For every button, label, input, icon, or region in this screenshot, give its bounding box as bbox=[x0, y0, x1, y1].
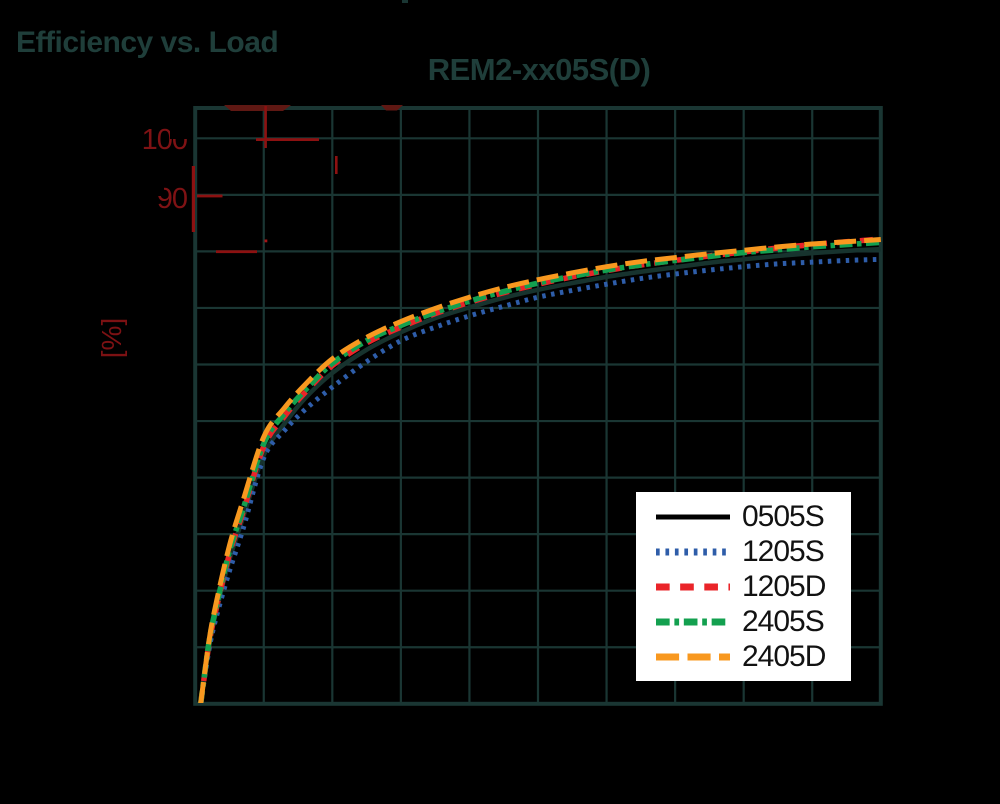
legend-line-sample bbox=[656, 548, 730, 555]
legend-item: 2405S bbox=[656, 606, 851, 638]
page-title: Efficiency vs. Load bbox=[16, 26, 279, 59]
plot-border bbox=[193, 106, 883, 706]
legend-item: 2405D bbox=[656, 641, 851, 673]
red-artifact bbox=[402, 0, 408, 3]
red-artifact bbox=[216, 250, 257, 254]
legend-line-sample bbox=[656, 618, 730, 625]
legend-item: 0505S bbox=[656, 501, 851, 533]
legend-item-label: 2405S bbox=[742, 604, 825, 638]
red-artifact bbox=[335, 156, 338, 174]
legend-line-sample bbox=[656, 514, 730, 519]
chart-title: REM2-xx05S(D) bbox=[427, 52, 651, 87]
red-artifact bbox=[224, 105, 291, 111]
series-curve-2405S bbox=[198, 239, 881, 703]
series-curve-2405D bbox=[198, 237, 881, 703]
series-curve-1205S bbox=[198, 256, 881, 703]
legend-item-label: 0505S bbox=[742, 499, 825, 533]
legend-item: 1205S bbox=[656, 536, 851, 568]
red-artifact bbox=[191, 166, 195, 232]
legend-item-label: 1205S bbox=[742, 534, 825, 568]
legend-line-sample bbox=[656, 583, 730, 590]
legend-item-label: 1205D bbox=[742, 569, 826, 603]
red-artifact bbox=[197, 194, 223, 198]
chart-legend: 0505S 1205S 1205D 2405S 2405D bbox=[636, 492, 851, 681]
legend-line-sample bbox=[656, 653, 730, 660]
legend-item: 1205D bbox=[656, 571, 851, 603]
red-artifact bbox=[381, 105, 403, 111]
red-artifact bbox=[256, 138, 319, 141]
legend-item-label: 2405D bbox=[742, 639, 826, 673]
occlusion-artifact bbox=[150, 181, 164, 196]
occlusion-artifact bbox=[170, 122, 189, 139]
red-artifact bbox=[264, 239, 268, 243]
red-artifact bbox=[264, 106, 267, 148]
